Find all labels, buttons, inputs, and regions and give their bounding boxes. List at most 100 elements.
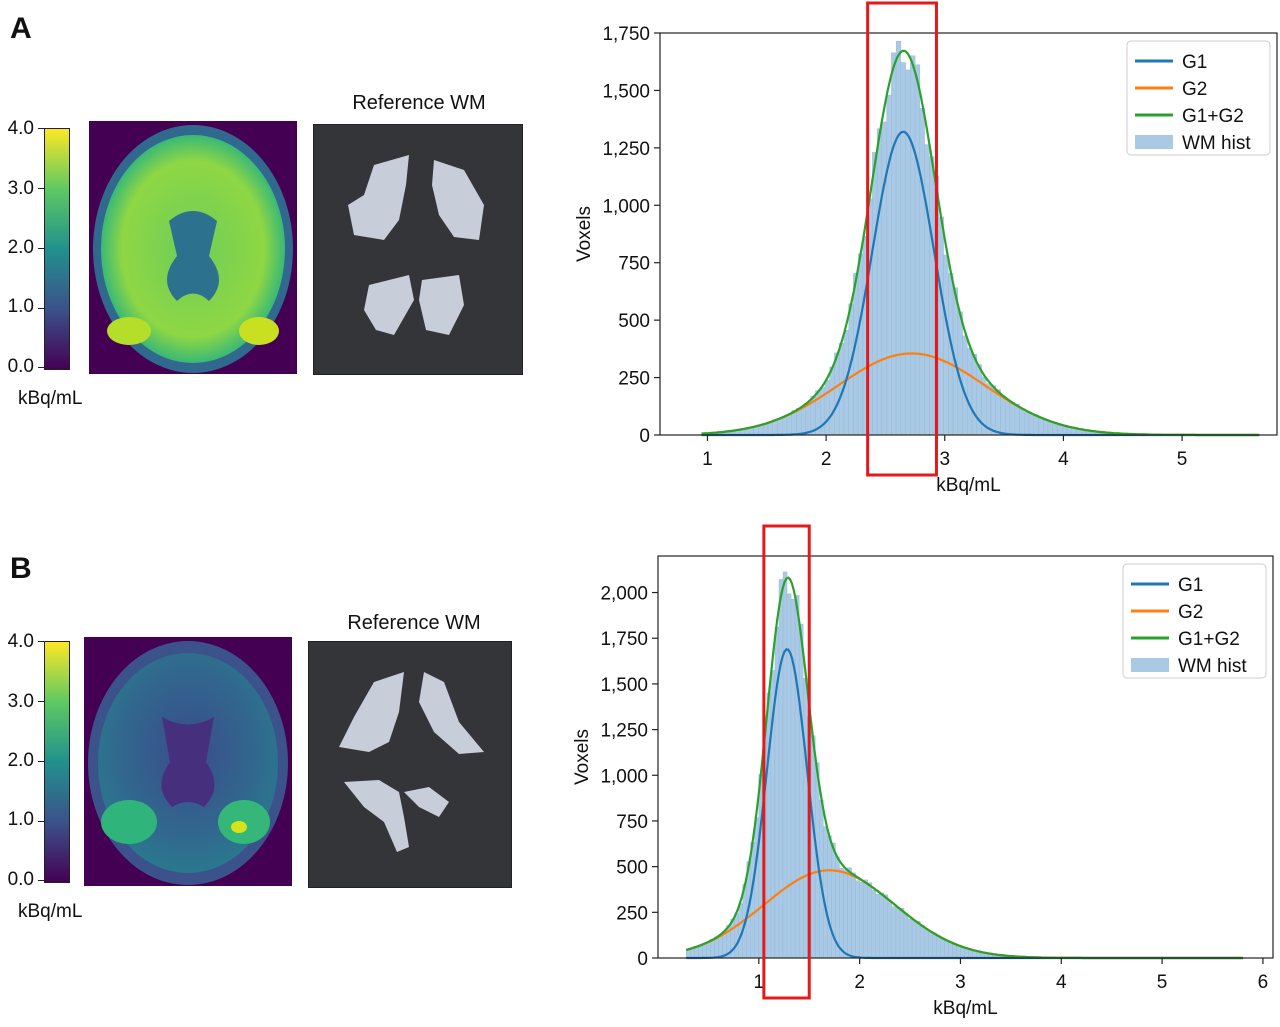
chart-a-hist-bar <box>943 254 949 436</box>
chart-a-hist-bar <box>919 108 925 436</box>
chart-b-hist-bar <box>899 907 905 959</box>
chart-a-ytick-label: 1,500 <box>602 81 650 102</box>
chart-a-hist-bar <box>1033 414 1039 436</box>
chart-b-hist-bar <box>911 920 917 959</box>
chart-a-hist-bar <box>891 52 897 436</box>
chart-a-legend-label: WM hist <box>1182 133 1251 154</box>
chart-a-ytick-label: 1,750 <box>602 24 650 45</box>
chart-a-hist-bar <box>881 121 887 436</box>
chart-b-hist-bar <box>718 935 723 959</box>
chart-a-hist-bar <box>914 64 921 436</box>
panel-label-a: A <box>10 12 32 45</box>
chart-b-hist-bar <box>782 571 788 959</box>
chart-b-ytick-label: 1,250 <box>600 721 648 742</box>
chart-a-hist-bar <box>905 69 911 436</box>
chart-b-hist-bar <box>867 882 872 959</box>
chart-b-legend-swatch <box>1131 658 1169 672</box>
chart-b-xtick-label: 5 <box>1157 972 1168 993</box>
chart-a-hist-bar <box>929 156 935 436</box>
colorbar-tick: 4.0 <box>7 118 34 139</box>
chart-b-hist-bar <box>903 913 909 959</box>
chart-a-legend-swatch <box>1135 135 1173 149</box>
chart-b-hist-bar <box>750 842 755 959</box>
chart-a-xtick-label: 1 <box>702 449 713 470</box>
chart-b-hist-bar <box>702 944 707 959</box>
chart-a-hist-bar <box>967 347 973 436</box>
colorbar-tick: 3.0 <box>7 691 34 712</box>
chart-b-hist-bar <box>706 941 711 959</box>
chart-b-hist-bar <box>932 932 937 959</box>
chart-a-hist-bar <box>829 366 835 436</box>
chart-b-xtick-label: 2 <box>854 972 865 993</box>
colorbar-tick: 1.0 <box>7 809 34 830</box>
chart-a-hist-bar <box>1024 411 1030 436</box>
chart-b-hist-bar <box>758 774 764 959</box>
chart-b-hist-bar <box>923 929 929 959</box>
chart-b-hist-bar <box>883 894 889 959</box>
chart-b-xtick-label: 1 <box>754 972 765 993</box>
chart-a-hist-bar <box>1038 417 1044 436</box>
chart-a-hist-bar <box>767 421 773 436</box>
chart-a-hist-bar <box>1047 421 1053 436</box>
chart-b-hist-bar <box>919 924 925 959</box>
chart-b-hist-bar <box>915 921 921 959</box>
chart-b-hist-bar <box>847 867 852 959</box>
chart-b-hist-bar <box>960 947 965 959</box>
chart-a-hist-bar <box>876 128 883 436</box>
pet-image-a <box>89 121 297 374</box>
reference-wm-mask-a <box>313 124 523 375</box>
chart-b-xlabel: kBq/mL <box>933 998 997 1019</box>
chart-a-hist-bar <box>886 94 892 436</box>
chart-b-hist-bar <box>827 835 832 959</box>
chart-b-hist-bar <box>843 869 848 959</box>
chart-a-xtick-label: 3 <box>939 449 950 470</box>
chart-a-xtick-label: 5 <box>1177 449 1188 470</box>
chart-a-hist-bar <box>910 55 916 436</box>
chart-b-ytick-label: 1,750 <box>600 629 648 650</box>
chart-a: 0 250 500 750 1,000 1,250 1,500 1,750 1 2 3 4 5 kBq/m… <box>574 1 1278 496</box>
chart-a-hist-bar <box>924 144 930 436</box>
chart-a-ytick-label: 1,000 <box>602 196 650 217</box>
chart-a-ytick-label: 500 <box>618 311 650 332</box>
chart-b-hist-bar <box>907 918 913 959</box>
colorbar-tick: 3.0 <box>7 178 34 199</box>
chart-a-hist-bar <box>857 253 864 436</box>
pet-image-b <box>84 637 292 886</box>
chart-b-hist-bar <box>686 949 691 959</box>
chart-b-xtick-label: 3 <box>955 972 966 993</box>
chart-b-legend-label: G2 <box>1178 602 1203 623</box>
chart-b-hist-bar <box>936 934 941 959</box>
chart-a-hist-bar <box>1062 425 1068 436</box>
chart-a-hist-bar <box>824 380 830 436</box>
chart-b-legend <box>1122 563 1267 679</box>
chart-b-hist-bar <box>859 882 864 959</box>
chart-a-ytick-label: 250 <box>618 369 650 390</box>
chart-a-hist-bar <box>1043 419 1049 436</box>
chart-b: 0 250 500 750 1,000 1,250 1,500 1,750 2,000 1 2 3 4 5… <box>572 524 1274 1019</box>
chart-a-hist-bar <box>782 417 788 436</box>
chart-a-legend-label: G2 <box>1182 79 1207 100</box>
chart-b-ylabel: Voxels <box>572 729 593 785</box>
chart-a-ytick-label: 1,250 <box>602 139 650 160</box>
colorbar-tick: 0.0 <box>7 869 34 890</box>
chart-b-hist-bar <box>855 880 860 959</box>
chart-a-hist-bar <box>834 352 840 436</box>
chart-a-highlight-box <box>866 1 938 477</box>
chart-a-hist-bar <box>1028 413 1034 436</box>
chart-a-hist-bar <box>962 335 968 436</box>
chart-a-hist-bar <box>895 40 902 436</box>
chart-b-hist-bar <box>863 879 868 959</box>
chart-a-hist-bar <box>1005 400 1011 436</box>
chart-b-hist-bar <box>734 913 739 959</box>
chart-b-hist-bar <box>851 872 856 959</box>
chart-a-plot-frame <box>659 32 1278 436</box>
chart-b-highlight-box <box>762 524 811 1000</box>
chart-a-hist-bar <box>1014 403 1020 436</box>
chart-b-legend-label: WM hist <box>1178 656 1247 677</box>
chart-a-hist-bar <box>872 152 878 436</box>
chart-b-hist-bar <box>956 945 961 959</box>
chart-b-hist-bar <box>871 890 876 959</box>
chart-a-legend-label: G1+G2 <box>1182 106 1244 127</box>
chart-b-xtick-label: 4 <box>1056 972 1067 993</box>
chart-b-ytick-label: 750 <box>616 812 648 833</box>
